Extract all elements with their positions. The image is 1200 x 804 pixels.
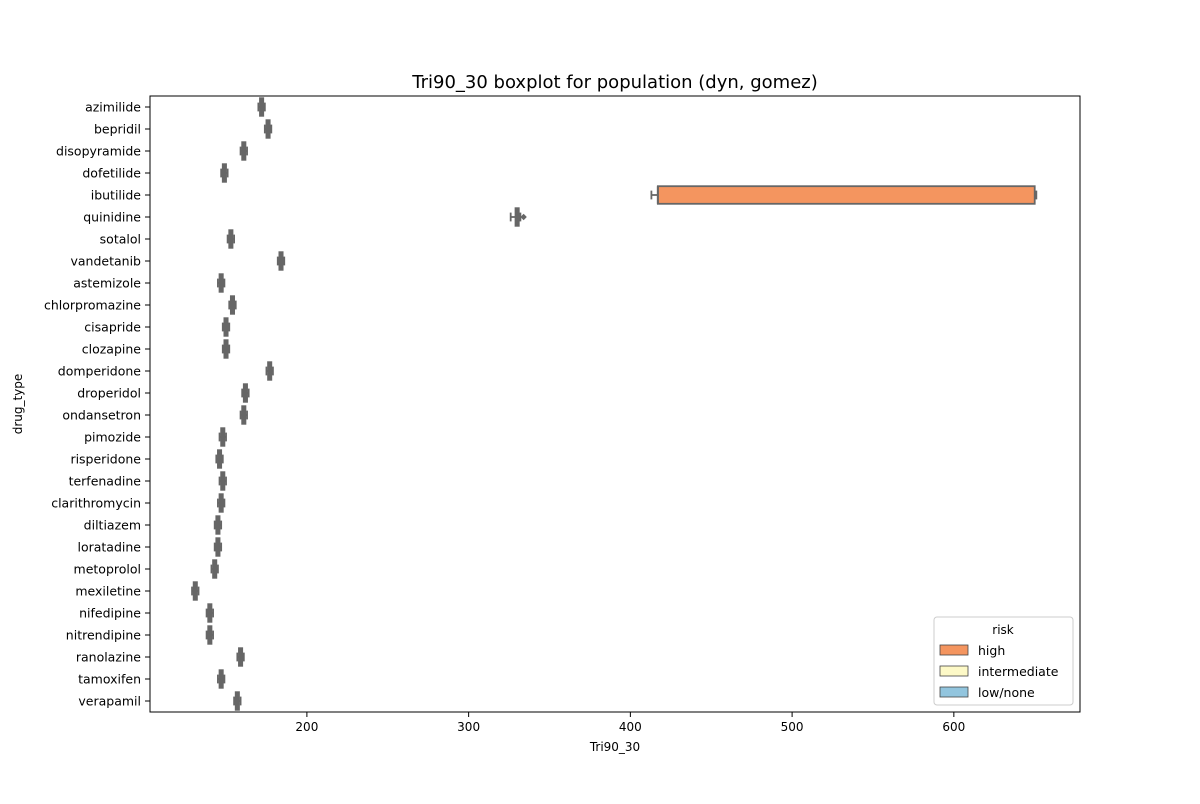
box-tamoxifen bbox=[217, 669, 226, 689]
box-nitrendipine bbox=[205, 625, 214, 645]
x-tick-label: 200 bbox=[295, 720, 318, 734]
legend-swatch-intermediate bbox=[939, 665, 969, 677]
legend-swatch-low-none bbox=[939, 686, 969, 698]
box-sotalol bbox=[226, 229, 236, 249]
box-vandetanib bbox=[276, 251, 286, 271]
y-tick-label: verapamil bbox=[78, 694, 141, 709]
y-tick-label: loratadine bbox=[77, 540, 141, 555]
y-tick-label: domperidone bbox=[58, 364, 142, 379]
box-mexiletine bbox=[191, 581, 200, 601]
legend-label: intermediate bbox=[978, 664, 1059, 679]
y-tick-label: astemizole bbox=[73, 276, 141, 291]
outlier-point bbox=[520, 213, 527, 221]
box-terfenadine bbox=[218, 471, 227, 491]
box-ranolazine bbox=[236, 647, 245, 667]
y-tick-label: nitrendipine bbox=[66, 628, 142, 643]
box-domperidone bbox=[265, 361, 274, 381]
box-verapamil bbox=[233, 691, 242, 711]
y-tick-label: nifedipine bbox=[79, 606, 141, 621]
y-tick-label: ranolazine bbox=[76, 650, 141, 665]
legend-title: risk bbox=[992, 623, 1014, 637]
y-tick-label: vandetanib bbox=[71, 254, 142, 269]
plot-area: 200 300 400 500 600 azimilide bepridil disopyra… bbox=[44, 97, 1038, 734]
box-nifedipine bbox=[205, 603, 214, 623]
x-tick-label: 300 bbox=[457, 720, 480, 734]
y-tick-label: metoprolol bbox=[74, 562, 141, 577]
box-azimilide bbox=[257, 97, 266, 117]
box-clarithromycin bbox=[217, 493, 226, 513]
box-ondansetron bbox=[239, 405, 248, 425]
chart-title: Tri90_30 boxplot for population (dyn, go… bbox=[411, 72, 817, 93]
y-tick-label: clozapine bbox=[82, 342, 142, 357]
box-clozapine bbox=[221, 339, 231, 359]
y-tick-label: tamoxifen bbox=[78, 672, 141, 687]
box-risperidone bbox=[215, 449, 224, 469]
box-chlorpromazine bbox=[228, 295, 237, 315]
box-body bbox=[656, 185, 1036, 205]
legend-entries: high intermediate low/none bbox=[939, 643, 1059, 700]
box-cisapride bbox=[221, 317, 231, 337]
box-pimozide bbox=[218, 427, 227, 447]
legend-frame bbox=[933, 616, 1074, 706]
y-tick-label: chlorpromazine bbox=[44, 298, 141, 313]
y-tick-label: diltiazem bbox=[84, 518, 141, 533]
y-tick-label: ibutilide bbox=[91, 188, 142, 203]
x-tick-label: 400 bbox=[619, 720, 642, 734]
box-disopyramide bbox=[239, 141, 248, 161]
legend-swatch-high bbox=[939, 644, 969, 656]
y-tick-label: cisapride bbox=[84, 320, 141, 335]
y-tick-label: droperidol bbox=[77, 386, 141, 401]
y-tick-label: ondansetron bbox=[62, 408, 141, 423]
box-ibutilide bbox=[650, 185, 1038, 205]
box-quinidine bbox=[509, 207, 527, 227]
x-axis-label: Tri90_30 bbox=[589, 740, 640, 754]
box-metoprolol bbox=[210, 559, 219, 579]
box-bepridil bbox=[263, 119, 273, 139]
y-tick-label: pimozide bbox=[84, 430, 141, 445]
y-tick-label: bepridil bbox=[94, 122, 141, 137]
box-loratadine bbox=[213, 537, 223, 557]
x-tick-label: 500 bbox=[781, 720, 804, 734]
box-droperidol bbox=[241, 383, 250, 403]
box-diltiazem bbox=[213, 515, 223, 535]
y-tick-label: mexiletine bbox=[75, 584, 141, 599]
legend: risk high intermediate low/none bbox=[933, 616, 1074, 706]
legend-label: high bbox=[978, 643, 1005, 658]
axes-frame bbox=[149, 95, 1081, 713]
y-tick-label: clarithromycin bbox=[51, 496, 141, 511]
y-tick-label: dofetilide bbox=[82, 166, 141, 181]
y-tick-label: sotalol bbox=[100, 232, 141, 247]
legend-label: low/none bbox=[978, 685, 1035, 700]
y-axis-label: drug_type bbox=[11, 374, 25, 435]
y-tick-label: risperidone bbox=[70, 452, 141, 467]
y-tick-label: disopyramide bbox=[56, 144, 141, 159]
box-dofetilide bbox=[220, 163, 229, 183]
box-astemizole bbox=[217, 273, 226, 293]
y-tick-label: terfenadine bbox=[69, 474, 142, 489]
y-tick-label: azimilide bbox=[85, 100, 141, 115]
y-tick-label: quinidine bbox=[83, 210, 141, 225]
x-tick-label: 600 bbox=[942, 720, 965, 734]
